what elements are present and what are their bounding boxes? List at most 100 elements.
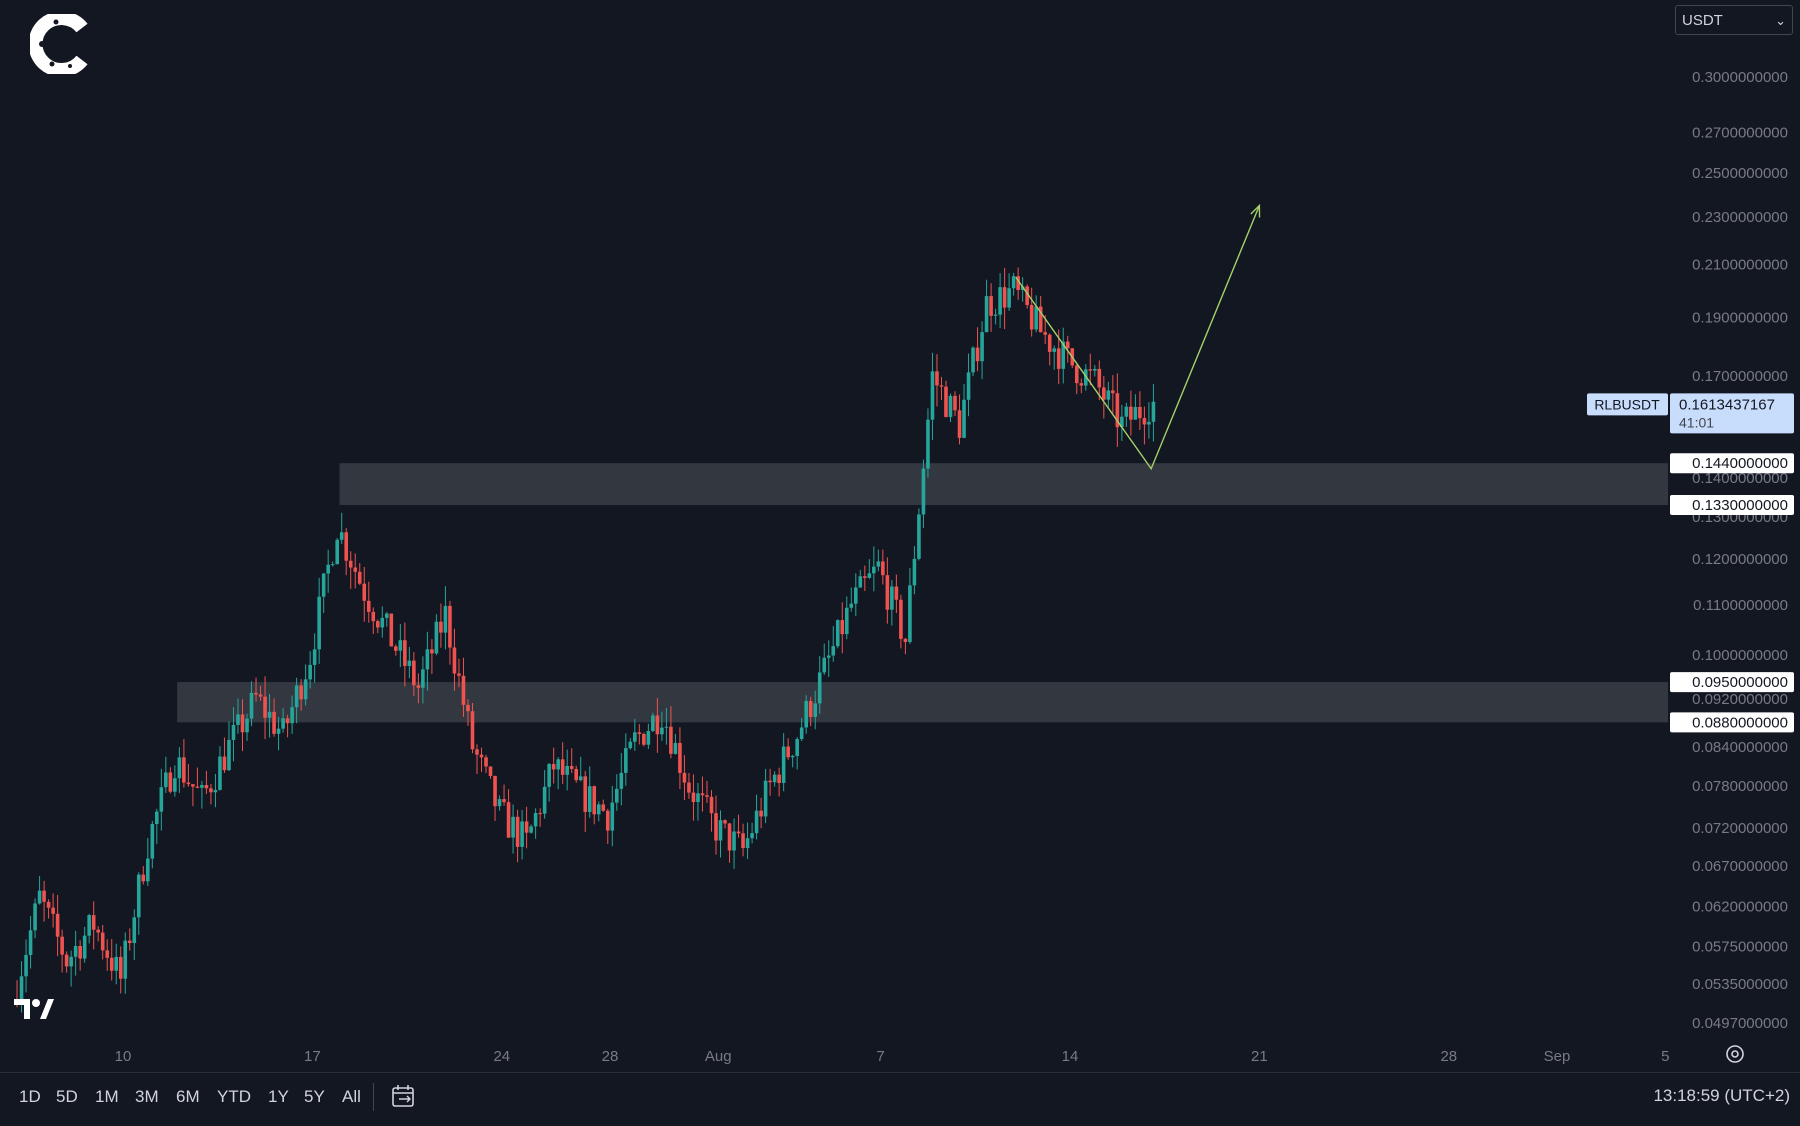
brand-logo-icon bbox=[30, 14, 88, 74]
toolbar-divider bbox=[373, 1083, 374, 1111]
candle-body bbox=[1106, 390, 1111, 400]
candle bbox=[362, 566, 367, 622]
candle-body bbox=[989, 296, 993, 316]
range-button-1y[interactable]: 1Y bbox=[268, 1087, 289, 1106]
candle bbox=[394, 644, 398, 656]
candle bbox=[971, 346, 975, 377]
range-button-5d[interactable]: 5D bbox=[56, 1087, 78, 1106]
candle-body bbox=[673, 742, 678, 754]
candle bbox=[466, 699, 470, 726]
candle bbox=[236, 698, 240, 734]
candle-body bbox=[813, 703, 818, 717]
price-axis[interactable]: 0.3000000000 0.2700000000 0.2500000000 0.23… bbox=[1692, 69, 1788, 1032]
candle-body bbox=[619, 772, 624, 789]
candle bbox=[430, 639, 434, 674]
candle-body bbox=[894, 586, 899, 600]
candle bbox=[633, 718, 637, 751]
candle-body bbox=[786, 746, 790, 758]
candle bbox=[385, 611, 389, 627]
candle-body bbox=[136, 874, 141, 918]
candle bbox=[957, 394, 962, 445]
candle bbox=[556, 757, 560, 790]
candle bbox=[69, 950, 73, 987]
candle bbox=[78, 940, 82, 971]
candle bbox=[96, 926, 100, 942]
candle-body bbox=[844, 607, 849, 635]
candle bbox=[578, 756, 583, 782]
candle-body bbox=[204, 784, 209, 789]
range-button-6m[interactable]: 6M bbox=[176, 1087, 200, 1106]
candle-body bbox=[799, 727, 804, 740]
candle bbox=[642, 732, 646, 747]
candle bbox=[799, 717, 804, 742]
candle bbox=[141, 866, 146, 885]
candle-body bbox=[678, 742, 682, 773]
candle-body bbox=[903, 638, 908, 643]
candle-body bbox=[912, 558, 917, 586]
candle bbox=[962, 384, 966, 439]
candle bbox=[1079, 378, 1084, 394]
candle-body bbox=[439, 621, 443, 633]
calendar-range-icon[interactable] bbox=[390, 1083, 418, 1109]
candle-body bbox=[835, 620, 840, 647]
range-button-1m[interactable]: 1M bbox=[95, 1087, 119, 1106]
candle-body bbox=[520, 821, 524, 847]
price-axis-label-6: 0.1700000000 bbox=[1692, 368, 1788, 385]
range-button-all[interactable]: All bbox=[342, 1087, 361, 1106]
time-axis[interactable]: 10 17 24 28 Aug 7 14 21 28 Sep 5 bbox=[115, 1048, 1670, 1065]
candle-body bbox=[1097, 368, 1102, 388]
support-zone-1 bbox=[339, 463, 1668, 506]
candle bbox=[822, 643, 827, 675]
tradingview-logo-icon[interactable] bbox=[14, 995, 54, 1023]
candle bbox=[290, 695, 294, 734]
candle bbox=[993, 308, 998, 325]
candle bbox=[506, 789, 511, 838]
time-axis-label-0: 10 bbox=[115, 1048, 132, 1065]
candle-body bbox=[272, 711, 276, 734]
support-zones bbox=[177, 463, 1669, 723]
candle bbox=[601, 799, 606, 812]
candle-body bbox=[240, 714, 245, 733]
clock-timestamp: 13:18:59 (UTC+2) bbox=[1653, 1086, 1790, 1105]
candle bbox=[33, 898, 37, 939]
candle-body bbox=[732, 831, 736, 851]
currency-select[interactable]: USDT ⌄ bbox=[1675, 5, 1793, 35]
projection-arrowhead bbox=[1250, 203, 1261, 218]
candle bbox=[132, 909, 137, 961]
range-button-1d[interactable]: 1D bbox=[19, 1087, 41, 1106]
candle bbox=[317, 577, 321, 664]
candle-body bbox=[578, 776, 583, 781]
candle bbox=[452, 628, 457, 691]
candle-body bbox=[664, 726, 669, 728]
settings-icon[interactable] bbox=[1724, 1043, 1746, 1065]
candle-body bbox=[37, 890, 42, 904]
candle-body bbox=[150, 824, 155, 859]
candle-body bbox=[389, 613, 394, 647]
candle-body bbox=[398, 640, 403, 651]
candle bbox=[51, 893, 55, 928]
candle-body bbox=[28, 930, 33, 956]
candle-body bbox=[285, 718, 290, 724]
candle-body bbox=[1002, 287, 1007, 308]
candle-body bbox=[470, 711, 475, 750]
candle-body bbox=[299, 685, 303, 700]
candle-body bbox=[759, 810, 763, 817]
candle-body bbox=[236, 714, 240, 725]
candle-body bbox=[637, 732, 642, 734]
candle bbox=[46, 899, 51, 919]
candle bbox=[267, 693, 272, 738]
range-button-ytd[interactable]: YTD bbox=[217, 1087, 251, 1106]
candle bbox=[55, 894, 60, 957]
candle-body bbox=[1034, 306, 1038, 330]
candle bbox=[87, 913, 91, 944]
candle-body bbox=[614, 788, 619, 803]
range-button-3m[interactable]: 3M bbox=[135, 1087, 159, 1106]
candle-body bbox=[132, 917, 137, 944]
candle-body bbox=[443, 605, 448, 633]
candle-body bbox=[258, 694, 263, 697]
candle bbox=[434, 614, 439, 656]
range-button-5y[interactable]: 5Y bbox=[304, 1087, 325, 1106]
candle bbox=[457, 658, 461, 688]
candle-body bbox=[177, 757, 182, 779]
